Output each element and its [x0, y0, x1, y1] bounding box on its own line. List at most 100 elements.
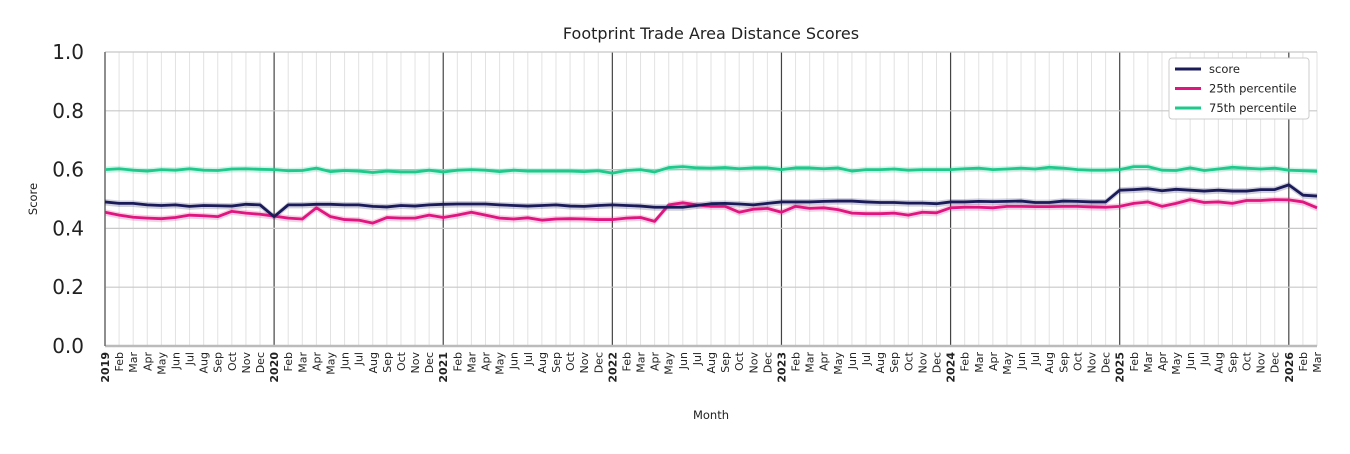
x-tick-month-label: Mar — [973, 352, 986, 373]
x-tick-month-label: Oct — [395, 351, 408, 371]
x-tick-month-label: Apr — [310, 352, 323, 372]
x-tick-month-label: Jun — [169, 352, 182, 370]
x-tick-month-label: Nov — [747, 352, 760, 374]
x-tick-month-label: Sep — [719, 352, 732, 373]
x-tick-month-label: Jun — [1015, 352, 1028, 370]
x-tick-month-label: Sep — [381, 352, 394, 373]
x-tick-month-label: Jul — [860, 352, 873, 366]
x-tick-month-label: Feb — [282, 352, 295, 371]
x-tick-month-label: Nov — [578, 352, 591, 374]
x-tick-month-label: Sep — [1057, 352, 1070, 373]
x-tick-month-label: May — [1001, 352, 1014, 375]
x-tick-month-label: Mar — [296, 352, 309, 373]
x-tick-year-label: 2026 — [1283, 352, 1296, 383]
x-tick-month-label: Oct — [564, 351, 577, 371]
x-tick-month-label: Dec — [592, 352, 605, 373]
x-tick-month-label: Dec — [761, 352, 774, 373]
x-tick-month-label: Dec — [1100, 352, 1113, 373]
x-tick-month-label: Feb — [1297, 352, 1310, 371]
x-tick-month-label: Nov — [1255, 352, 1268, 374]
x-tick-month-label: May — [663, 352, 676, 375]
x-tick-month-label: Dec — [423, 352, 436, 373]
x-tick-year-label: 2021 — [437, 352, 450, 383]
x-tick-month-label: Aug — [536, 352, 549, 373]
x-tick-year-label: 2020 — [268, 352, 281, 383]
x-tick-month-label: Nov — [916, 352, 929, 374]
x-tick-month-label: Jun — [1184, 352, 1197, 370]
x-tick-month-label: May — [494, 352, 507, 375]
x-tick-month-label: May — [324, 352, 337, 375]
x-tick-year-label: 2019 — [99, 352, 112, 383]
x-tick-month-label: Sep — [550, 352, 563, 373]
x-tick-year-label: 2025 — [1114, 352, 1127, 383]
legend: score 25th percentile 75th percentile — [1169, 58, 1309, 119]
x-tick-month-label: Jun — [677, 352, 690, 370]
x-tick-month-label: Nov — [409, 352, 422, 374]
legend-label: score — [1209, 62, 1240, 76]
x-tick-month-label: Mar — [804, 352, 817, 373]
x-tick-month-label: Apr — [480, 352, 493, 372]
x-tick-month-label: Jul — [1198, 352, 1211, 366]
y-tick-label: 0.8 — [52, 99, 84, 123]
x-tick-year-label: 2022 — [606, 352, 619, 383]
x-tick-month-label: Feb — [451, 352, 464, 371]
x-tick-month-label: Apr — [987, 352, 1000, 372]
x-tick-month-label: Mar — [1311, 352, 1324, 373]
x-tick-month-label: Oct — [1071, 351, 1084, 371]
x-tick-month-label: May — [832, 352, 845, 375]
x-tick-month-label: May — [155, 352, 168, 375]
y-tick-label: 1.0 — [52, 40, 84, 64]
x-tick-month-label: Mar — [127, 352, 140, 373]
x-tick-month-label: Oct — [733, 351, 746, 371]
x-tick-month-label: Aug — [367, 352, 380, 373]
x-tick-month-label: Feb — [790, 352, 803, 371]
legend-label: 25th percentile — [1209, 82, 1297, 96]
x-tick-month-label: Sep — [212, 352, 225, 373]
x-tick-month-label: May — [1170, 352, 1183, 375]
y-tick-labels: 0.0 0.2 0.4 0.6 0.8 1.0 — [52, 40, 84, 358]
y-tick-label: 0.2 — [52, 275, 84, 299]
x-tick-month-label: Feb — [1128, 352, 1141, 371]
x-tick-month-label: Aug — [874, 352, 887, 373]
y-tick-label: 0.6 — [52, 158, 84, 182]
x-tick-month-label: Jul — [522, 352, 535, 366]
x-tick-month-label: Jun — [339, 352, 352, 370]
x-tick-month-label: Oct — [1241, 351, 1254, 371]
y-tick-label: 0.4 — [52, 216, 84, 240]
x-tick-month-label: Jul — [1029, 352, 1042, 366]
y-axis-label: Score — [26, 183, 40, 215]
x-tick-month-label: Aug — [705, 352, 718, 373]
x-tick-month-label: Aug — [198, 352, 211, 373]
x-tick-month-label: Feb — [113, 352, 126, 371]
x-tick-month-label: Apr — [1156, 352, 1169, 372]
x-tick-year-label: 2023 — [775, 352, 788, 383]
chart-title: Footprint Trade Area Distance Scores — [563, 24, 859, 43]
x-tick-month-label: Jul — [353, 352, 366, 366]
x-tick-month-label: Dec — [930, 352, 943, 373]
x-tick-month-label: Nov — [240, 352, 253, 374]
x-tick-month-label: Apr — [141, 352, 154, 372]
legend-label: 75th percentile — [1209, 101, 1297, 115]
x-tick-month-label: Jun — [846, 352, 859, 370]
x-tick-month-label: Jul — [691, 352, 704, 366]
x-tick-month-label: Mar — [635, 352, 648, 373]
x-tick-month-label: Jul — [184, 352, 197, 366]
x-tick-month-label: Apr — [818, 352, 831, 372]
x-tick-month-label: Dec — [254, 352, 267, 373]
x-tick-month-label: Jun — [508, 352, 521, 370]
x-tick-month-label: Oct — [902, 351, 915, 371]
x-tick-month-label: Aug — [1043, 352, 1056, 373]
x-tick-month-label: Aug — [1212, 352, 1225, 373]
x-tick-month-label: Sep — [888, 352, 901, 373]
x-tick-month-label: Feb — [959, 352, 972, 371]
x-tick-month-label: Mar — [1142, 352, 1155, 373]
x-tick-month-label: Sep — [1226, 352, 1239, 373]
x-tick-month-label: Nov — [1086, 352, 1099, 374]
y-tick-label: 0.0 — [52, 334, 84, 358]
x-tick-month-label: Apr — [649, 352, 662, 372]
x-tick-year-label: 2024 — [945, 352, 958, 383]
x-tick-month-label: Mar — [465, 352, 478, 373]
x-tick-month-label: Oct — [226, 351, 239, 371]
